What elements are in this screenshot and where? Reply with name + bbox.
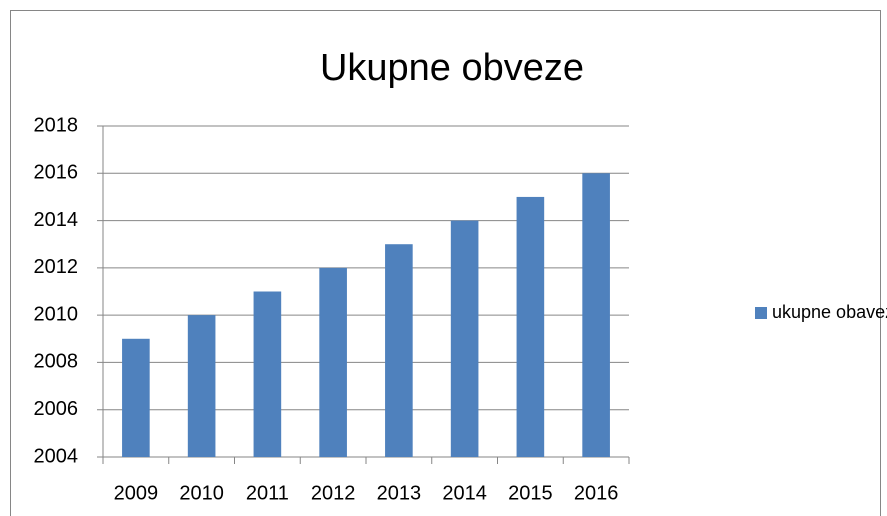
y-tick-label: 2014	[34, 209, 79, 231]
x-tick-label: 2009	[114, 482, 159, 504]
y-tick-label: 2008	[34, 351, 79, 373]
x-tick-label: 2010	[179, 482, 224, 504]
y-tick-label: 2010	[34, 303, 79, 325]
y-tick-label: 2006	[34, 398, 79, 420]
y-tick-label: 2018	[34, 114, 79, 136]
bar	[385, 244, 413, 457]
bar	[450, 220, 479, 457]
x-tick-label: 2016	[574, 482, 619, 504]
legend-label: ukupne obaveze	[772, 302, 887, 322]
legend-swatch	[755, 307, 767, 319]
bar	[253, 291, 282, 457]
x-tick-label: 2012	[311, 482, 356, 504]
x-tick-label: 2011	[246, 482, 289, 504]
y-tick-label: 2012	[34, 256, 79, 278]
y-tick-label: 2004	[34, 445, 79, 467]
x-tick-label: 2013	[377, 482, 422, 504]
chart-title: Ukupne obveze	[320, 47, 584, 89]
bar	[122, 338, 150, 457]
bar	[187, 315, 216, 457]
x-tick-label: 2014	[442, 482, 487, 504]
bar	[582, 173, 610, 458]
bar	[319, 267, 347, 457]
y-tick-label: 2016	[34, 162, 79, 184]
x-tick-label: 2015	[508, 482, 553, 504]
bar	[516, 196, 545, 457]
chart-border	[10, 10, 881, 516]
